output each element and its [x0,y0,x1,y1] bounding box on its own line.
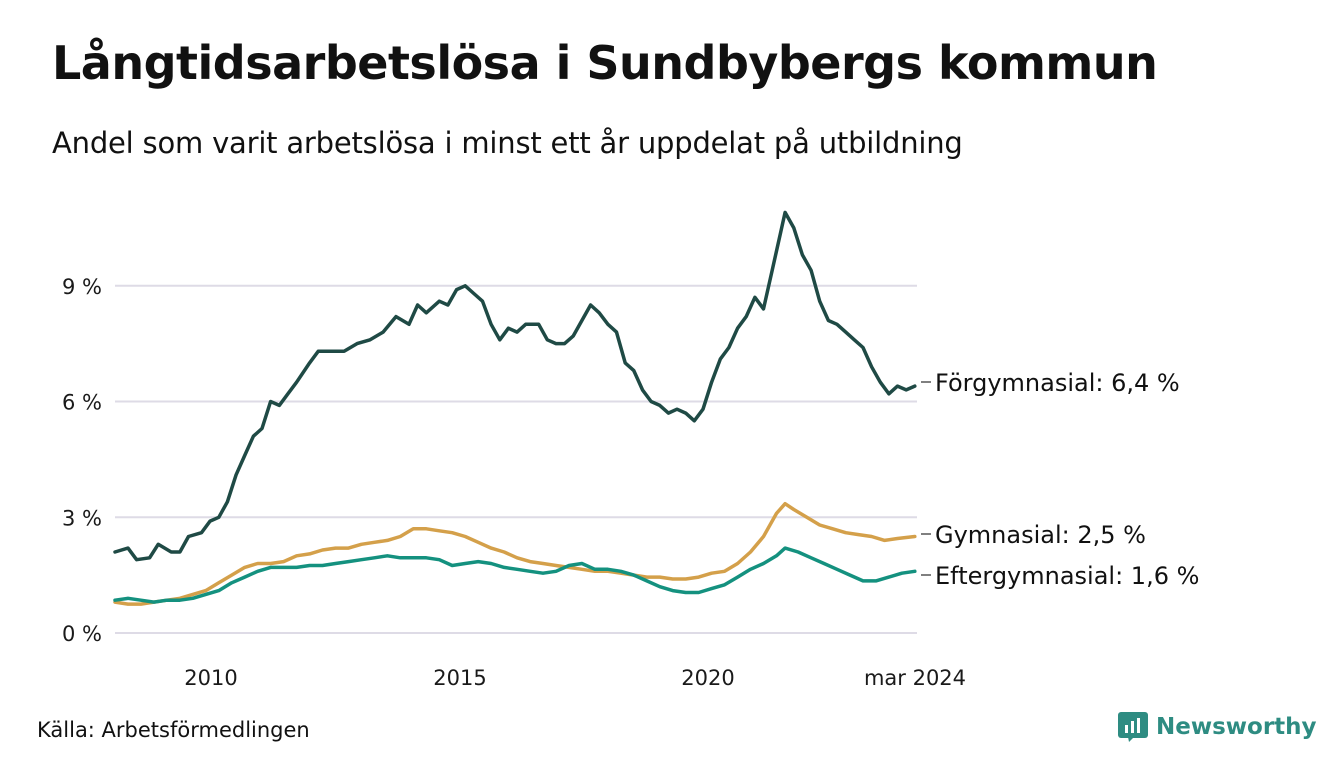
brand-logo: Newsworthy [1118,712,1317,742]
newsworthy-logo-icon [1118,712,1148,742]
series-line-gymnasial [113,501,917,606]
x-tick-label: 2010 [184,666,237,690]
brand-name: Newsworthy [1156,714,1317,740]
x-tick-label: mar 2024 [864,666,966,690]
source-note: Källa: Arbetsförmedlingen [37,718,310,742]
series-lines [113,210,917,606]
x-tick-label: 2020 [681,666,734,690]
y-tick-label: 3 % [62,506,102,530]
end-label-eftergymnasial: Eftergymnasial: 1,6 % [935,562,1199,590]
y-tick-label: 6 % [62,391,102,415]
end-label-gymnasial: Gymnasial: 2,5 % [935,521,1146,549]
grid-lines [115,284,917,634]
end-label-förgymnasial: Förgymnasial: 6,4 % [935,369,1180,397]
chart-title: Långtidsarbetslösa i Sundbybergs kommun [52,36,1158,90]
series-line-eftergymnasial [113,546,917,604]
x-tick-label: 2015 [433,666,486,690]
y-tick-label: 0 % [62,622,102,646]
chart-subtitle: Andel som varit arbetslösa i minst ett å… [52,126,963,160]
y-tick-label: 9 % [62,275,102,299]
series-line-förgymnasial [113,210,917,562]
tick-labels: 0 % 3 % 6 % 9 % 2010 2015 2020 mar 2024 Förgymna… [62,275,1199,690]
line-chart: 0 % 3 % 6 % 9 % 2010 2015 2020 mar 2024 Förgymna… [62,210,1199,690]
